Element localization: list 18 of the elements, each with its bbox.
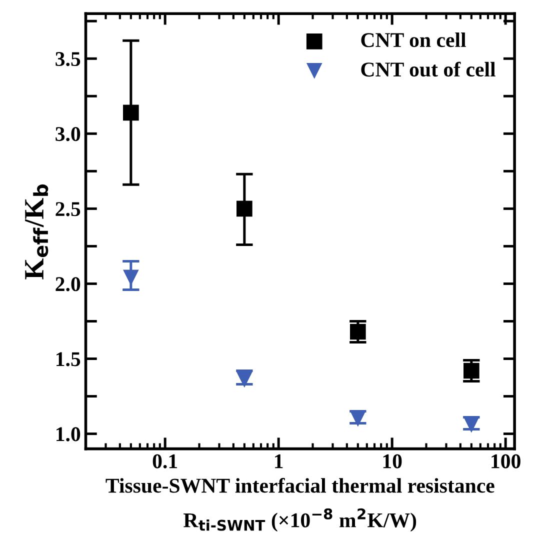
point bbox=[236, 200, 252, 217]
y-tick-label: 1.0 bbox=[56, 427, 80, 442]
x-tick-label: 10 bbox=[383, 454, 402, 468]
legend-label: CNT on cell bbox=[361, 32, 466, 48]
x-tick-label: 1 bbox=[275, 454, 283, 468]
y-tick-label: 1.5 bbox=[56, 352, 80, 366]
y-axis-title: K$_{eff}$/K$_{b}$ bbox=[25, 184, 48, 280]
point bbox=[350, 324, 366, 340]
y-tick-label: 2.0 bbox=[56, 277, 80, 292]
y-tick-label: 3.0 bbox=[56, 127, 80, 142]
point bbox=[463, 362, 480, 379]
x-tick-label: 100 bbox=[492, 454, 520, 468]
x-axis-title: Tissue-SWNT interfacial thermal resistance R$_{ti-SWNT}$ (×10$^{−8}$ m$^{2}$K/W) bbox=[106, 478, 494, 532]
y-tick-label: 3.5 bbox=[56, 52, 80, 66]
y-tick-label: 2.5 bbox=[56, 202, 80, 216]
x-tick-label: 0.1 bbox=[152, 454, 178, 468]
point bbox=[123, 104, 139, 121]
legend-label: CNT out of cell bbox=[361, 62, 496, 77]
